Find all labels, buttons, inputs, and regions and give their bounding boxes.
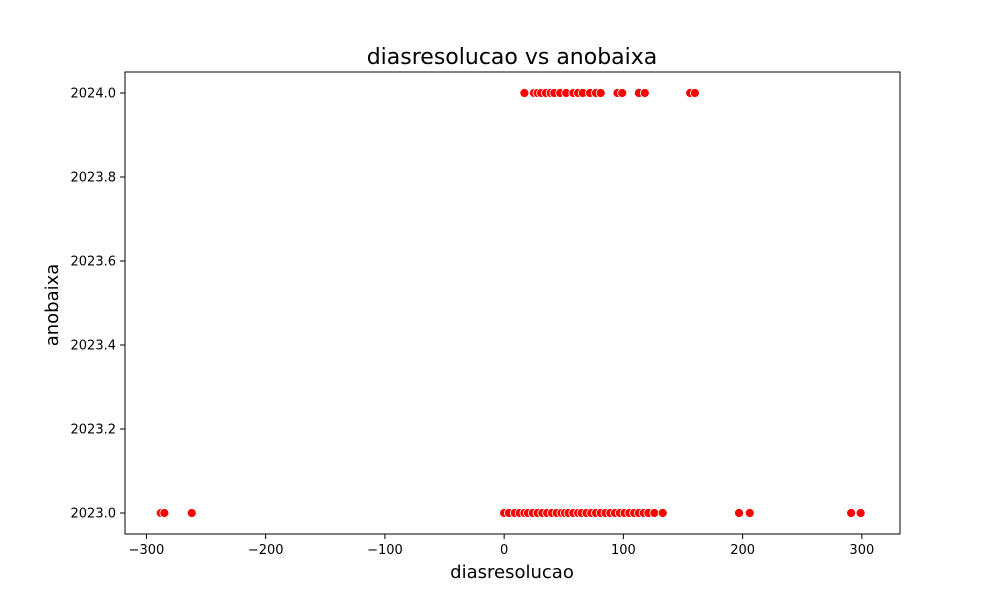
x-tick-label: 300 bbox=[849, 543, 874, 558]
data-point bbox=[186, 508, 197, 518]
y-tick-label: 2023.2 bbox=[71, 423, 117, 438]
x-tick-label: 100 bbox=[611, 543, 636, 558]
data-point bbox=[649, 508, 660, 518]
y-tick-label: 2024.0 bbox=[71, 87, 117, 102]
x-tick-label: 0 bbox=[500, 543, 508, 558]
data-point bbox=[855, 508, 866, 518]
x-axis-ticks: −300 −200 −100 0 100 200 300 bbox=[129, 534, 874, 558]
data-point bbox=[519, 88, 530, 98]
data-points bbox=[155, 88, 866, 518]
data-point bbox=[657, 508, 668, 518]
data-point bbox=[595, 88, 606, 98]
x-tick-label: −100 bbox=[367, 543, 403, 558]
x-tick-label: 200 bbox=[730, 543, 755, 558]
y-tick-label: 2023.6 bbox=[71, 255, 117, 270]
x-tick-label: −300 bbox=[129, 543, 165, 558]
data-point bbox=[744, 508, 755, 518]
data-point bbox=[617, 88, 628, 98]
data-point bbox=[639, 88, 650, 98]
data-point bbox=[159, 508, 170, 518]
data-point bbox=[734, 508, 744, 518]
data-point bbox=[690, 88, 700, 98]
plot-frame bbox=[124, 71, 901, 535]
x-axis-label: diasresolucao bbox=[450, 562, 574, 583]
y-axis-label: anobaixa bbox=[42, 264, 63, 347]
data-point bbox=[846, 508, 857, 518]
y-axis-ticks: 2023.0 2023.2 2023.4 2023.6 2023.8 2024.0 bbox=[71, 87, 125, 522]
y-tick-label: 2023.8 bbox=[71, 171, 117, 186]
y-tick-label: 2023.4 bbox=[71, 339, 117, 354]
y-tick-label: 2023.0 bbox=[71, 507, 117, 522]
chart-title: diasresolucao vs anobaixa bbox=[367, 45, 658, 70]
x-tick-label: −200 bbox=[248, 543, 284, 558]
